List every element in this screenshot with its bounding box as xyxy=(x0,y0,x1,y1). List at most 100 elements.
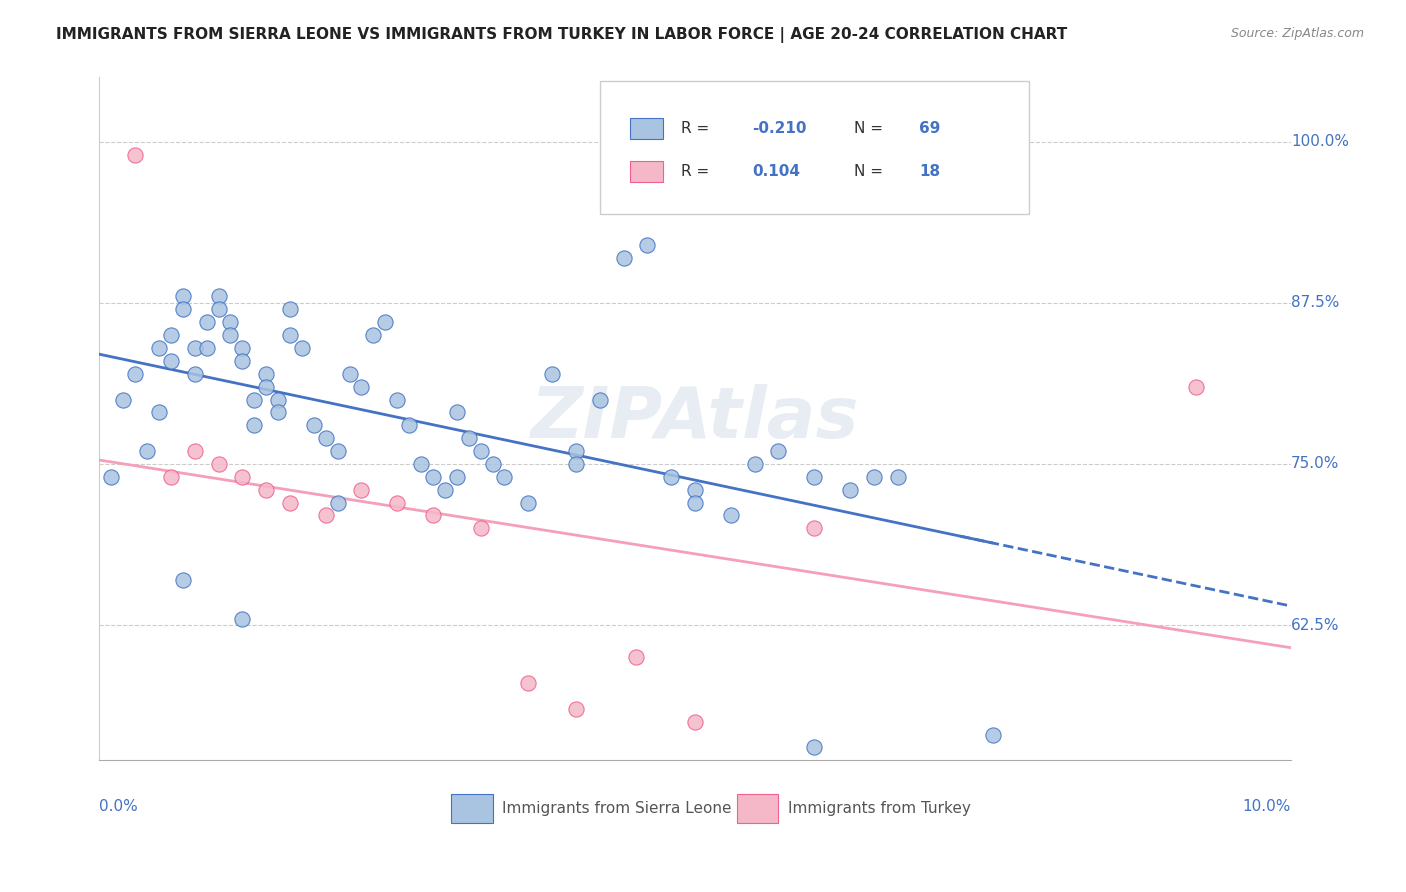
Point xyxy=(433,483,456,497)
Text: 69: 69 xyxy=(920,121,941,136)
Point xyxy=(254,367,277,381)
Point xyxy=(589,392,612,407)
Text: 18: 18 xyxy=(920,164,941,179)
Text: 0.104: 0.104 xyxy=(752,164,800,179)
Point xyxy=(683,483,706,497)
Point xyxy=(231,341,253,355)
Point xyxy=(243,418,266,433)
Point xyxy=(136,444,159,458)
Point xyxy=(291,341,314,355)
Point xyxy=(267,392,290,407)
Point xyxy=(183,444,205,458)
Point xyxy=(636,238,658,252)
Point xyxy=(541,367,564,381)
Point xyxy=(470,444,492,458)
Point xyxy=(278,328,301,343)
Point xyxy=(315,431,337,445)
Text: R =: R = xyxy=(681,121,709,136)
Point xyxy=(613,251,636,265)
Point xyxy=(517,676,540,690)
Point xyxy=(446,470,468,484)
Point xyxy=(315,508,337,523)
Text: 87.5%: 87.5% xyxy=(1291,295,1339,310)
Point xyxy=(278,495,301,509)
Point xyxy=(195,315,218,329)
Point xyxy=(565,457,588,471)
Text: IMMIGRANTS FROM SIERRA LEONE VS IMMIGRANTS FROM TURKEY IN LABOR FORCE | AGE 20-2: IMMIGRANTS FROM SIERRA LEONE VS IMMIGRAN… xyxy=(56,27,1067,43)
Point xyxy=(350,483,373,497)
Point xyxy=(517,495,540,509)
Point xyxy=(148,405,170,419)
Point xyxy=(254,379,277,393)
Point xyxy=(219,328,242,343)
Point xyxy=(124,367,146,381)
Text: 62.5%: 62.5% xyxy=(1291,617,1340,632)
Point xyxy=(172,302,194,317)
Point xyxy=(720,508,742,523)
Point xyxy=(326,444,349,458)
Point xyxy=(981,727,1004,741)
Point xyxy=(243,392,266,407)
Point xyxy=(160,328,183,343)
FancyBboxPatch shape xyxy=(737,795,779,823)
Point xyxy=(457,431,479,445)
Point xyxy=(195,341,218,355)
Point xyxy=(160,354,183,368)
Text: Immigrants from Sierra Leone: Immigrants from Sierra Leone xyxy=(502,801,731,815)
Text: 100.0%: 100.0% xyxy=(1291,135,1348,149)
Point xyxy=(160,470,183,484)
Point xyxy=(219,315,242,329)
Point xyxy=(862,470,884,484)
Point xyxy=(768,444,790,458)
Text: -0.210: -0.210 xyxy=(752,121,807,136)
Point xyxy=(683,714,706,729)
Point xyxy=(744,457,766,471)
Point xyxy=(100,470,122,484)
Point xyxy=(207,302,229,317)
Point xyxy=(374,315,396,329)
Point xyxy=(350,379,373,393)
Point xyxy=(565,702,588,716)
Point xyxy=(1184,379,1206,393)
Point xyxy=(481,457,503,471)
Point xyxy=(422,508,444,523)
Point xyxy=(387,495,409,509)
Point xyxy=(624,650,647,665)
Point xyxy=(886,470,908,484)
Point xyxy=(494,470,516,484)
Point xyxy=(409,457,432,471)
Point xyxy=(565,444,588,458)
Point xyxy=(683,495,706,509)
Point xyxy=(207,457,229,471)
Text: 75.0%: 75.0% xyxy=(1291,457,1339,472)
Point xyxy=(183,367,205,381)
Point xyxy=(231,470,253,484)
Text: Source: ZipAtlas.com: Source: ZipAtlas.com xyxy=(1230,27,1364,40)
Point xyxy=(148,341,170,355)
FancyBboxPatch shape xyxy=(600,81,1029,214)
Point xyxy=(183,341,205,355)
Point xyxy=(422,470,444,484)
Point xyxy=(254,483,277,497)
Point xyxy=(112,392,135,407)
Point xyxy=(231,611,253,625)
Point xyxy=(803,521,825,535)
Point xyxy=(363,328,385,343)
Point xyxy=(339,367,361,381)
Point xyxy=(278,302,301,317)
Text: 0.0%: 0.0% xyxy=(100,799,138,814)
Point xyxy=(803,740,825,755)
Point xyxy=(839,483,862,497)
Text: Immigrants from Turkey: Immigrants from Turkey xyxy=(787,801,972,815)
Point xyxy=(803,470,825,484)
FancyBboxPatch shape xyxy=(630,161,662,182)
Point xyxy=(387,392,409,407)
Point xyxy=(172,289,194,303)
Point xyxy=(172,573,194,587)
Text: ZIPAtlas: ZIPAtlas xyxy=(531,384,859,453)
Point xyxy=(231,354,253,368)
Point xyxy=(267,405,290,419)
Point xyxy=(302,418,325,433)
Point xyxy=(446,405,468,419)
Text: N =: N = xyxy=(853,121,883,136)
